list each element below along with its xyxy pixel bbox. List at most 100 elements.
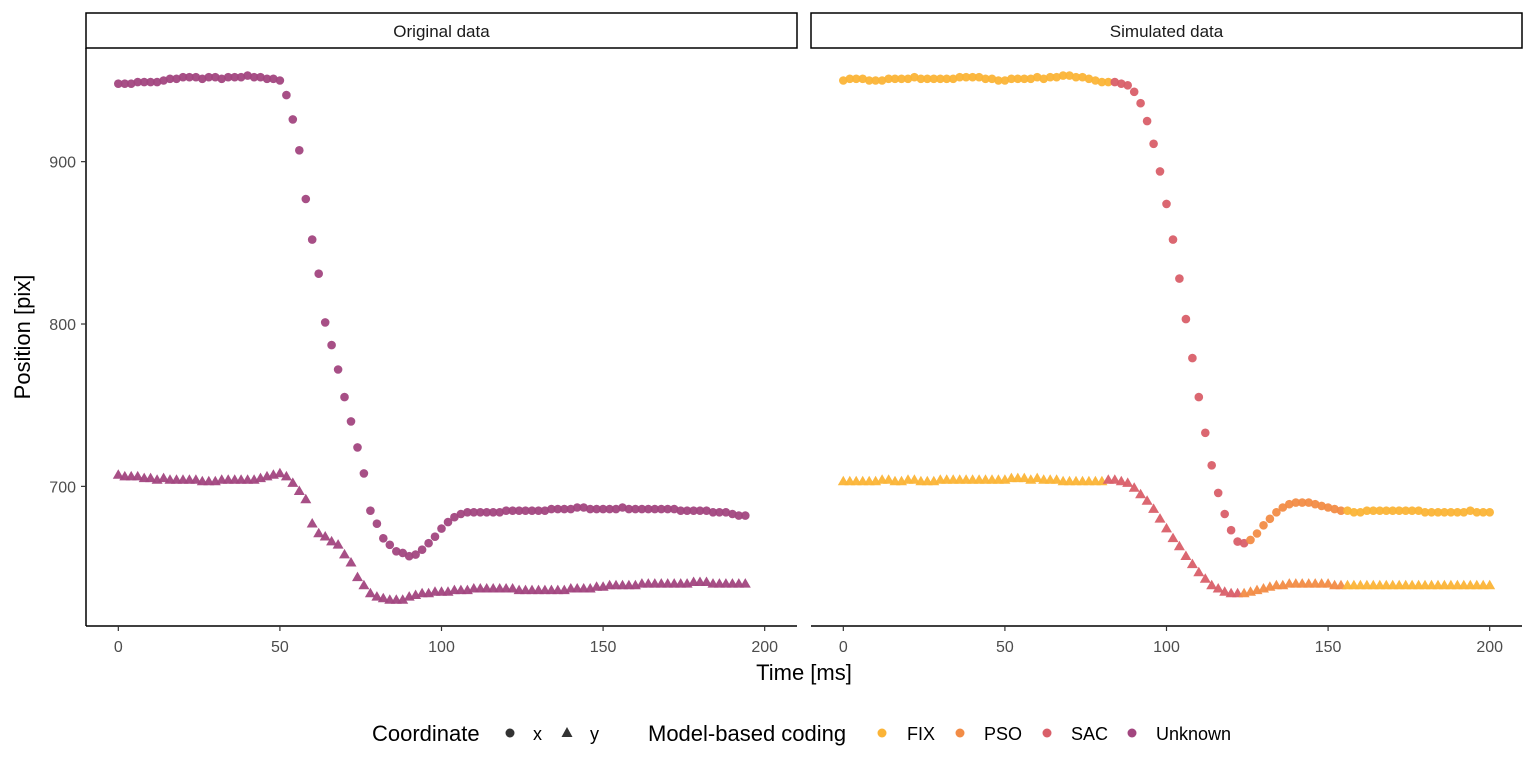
- data-point-x-sac: [1136, 98, 1145, 108]
- data-point-x-sac: [1181, 314, 1191, 324]
- data-point-x-unknown: [262, 74, 272, 84]
- data-point-x-fix: [1084, 74, 1094, 84]
- legend-label-unknown: Unknown: [1156, 724, 1231, 744]
- data-point-x-pso: [1285, 499, 1294, 509]
- data-point-x-unknown: [741, 511, 750, 520]
- data-point-y-sac: [1199, 573, 1211, 583]
- data-point-x-fix: [1433, 508, 1443, 517]
- data-point-y-unknown: [364, 587, 376, 598]
- data-point-x-fix: [851, 74, 861, 84]
- data-point-y-fix: [1484, 579, 1496, 590]
- data-point-y-unknown: [345, 557, 357, 567]
- data-point-x-unknown: [689, 506, 698, 515]
- data-point-x-fix: [1420, 508, 1430, 517]
- legend-label-fix: FIX: [907, 724, 935, 744]
- legend-label-x: x: [533, 724, 542, 744]
- legend-key-pso: [955, 728, 965, 738]
- data-point-x-unknown: [637, 504, 647, 514]
- data-point-x-fix: [994, 76, 1003, 85]
- data-point-y-unknown: [280, 470, 292, 481]
- data-point-x-pso: [1317, 501, 1326, 511]
- x-tick-label: 0: [839, 639, 848, 656]
- data-point-x-unknown: [243, 71, 252, 80]
- data-point-y-unknown: [112, 469, 124, 479]
- data-point-x-fix: [1349, 508, 1359, 517]
- data-point-x-unknown: [702, 506, 711, 515]
- data-point-x-unknown: [178, 72, 188, 82]
- data-point-x-sac: [1188, 353, 1197, 363]
- data-point-y-unknown: [371, 591, 383, 601]
- data-point-y-sac: [1122, 477, 1134, 487]
- data-point-x-pso: [1265, 514, 1275, 524]
- data-point-y-sac: [1161, 522, 1172, 533]
- data-point-x-unknown: [605, 504, 614, 514]
- data-point-x-unknown: [398, 548, 408, 558]
- data-point-x-unknown: [133, 77, 142, 87]
- data-point-x-unknown: [120, 79, 130, 88]
- data-point-x-unknown: [236, 72, 246, 82]
- data-point-x-unknown: [282, 90, 291, 100]
- marks-original: [112, 71, 751, 604]
- data-point-x-unknown: [307, 235, 317, 244]
- legend-title-coordinate: Coordinate: [372, 721, 480, 746]
- data-point-x-pso: [1336, 506, 1346, 515]
- data-point-x-unknown: [385, 540, 395, 550]
- data-point-x-fix: [1058, 71, 1068, 80]
- data-point-x-fix: [1000, 76, 1010, 85]
- data-point-x-unknown: [572, 503, 582, 512]
- data-point-x-pso: [1297, 498, 1307, 507]
- data-point-x-fix: [1104, 77, 1113, 87]
- data-point-x-unknown: [682, 506, 692, 515]
- data-point-x-pso: [1278, 503, 1288, 512]
- data-point-x-fix: [968, 72, 977, 82]
- x-ticks-simulated: 0 50 100 150 200: [839, 626, 1503, 656]
- data-point-x-unknown: [327, 340, 336, 350]
- data-point-x-fix: [1071, 72, 1081, 82]
- data-point-x-unknown: [359, 469, 369, 478]
- data-point-y-sac: [1167, 532, 1179, 543]
- data-point-x-fix: [910, 72, 919, 82]
- y-tick-label: 800: [49, 317, 76, 334]
- data-point-y-unknown: [326, 535, 338, 546]
- data-point-x-fix: [1485, 508, 1494, 517]
- data-point-x-fix: [884, 74, 893, 84]
- data-point-x-unknown: [450, 512, 459, 522]
- data-point-x-unknown: [669, 504, 679, 514]
- data-point-x-fix: [923, 74, 932, 84]
- x-tick-label: 200: [1476, 639, 1503, 656]
- marks-simulated: [837, 71, 1496, 598]
- data-point-x-sac: [1168, 235, 1178, 244]
- data-point-x-sac: [1207, 461, 1216, 470]
- data-point-x-sac: [1110, 77, 1120, 87]
- data-point-x-unknown: [514, 506, 524, 515]
- data-point-x-pso: [1259, 521, 1268, 530]
- data-point-x-sac: [1226, 525, 1236, 535]
- legend-label-sac: SAC: [1071, 724, 1108, 744]
- x-tick-label: 100: [1153, 639, 1180, 656]
- data-point-y-unknown: [358, 579, 370, 590]
- data-point-x-unknown: [676, 506, 685, 515]
- x-tick-label: 150: [590, 639, 617, 656]
- data-point-x-unknown: [417, 545, 427, 554]
- data-point-x-unknown: [333, 365, 343, 374]
- data-point-x-unknown: [230, 72, 239, 82]
- data-point-x-sac: [1162, 199, 1171, 209]
- data-point-x-pso: [1291, 498, 1301, 507]
- data-point-x-fix: [1362, 506, 1372, 515]
- data-point-x-fix: [1466, 506, 1475, 515]
- data-point-x-fix: [871, 76, 880, 85]
- data-point-x-fix: [1394, 506, 1404, 515]
- data-point-y-unknown: [319, 531, 331, 541]
- data-point-x-fix: [916, 74, 926, 84]
- data-point-x-unknown: [650, 504, 660, 514]
- data-point-x-unknown: [346, 417, 356, 426]
- data-point-x-unknown: [275, 76, 285, 85]
- x-tick-label: 0: [114, 639, 123, 656]
- data-point-y-pso: [1322, 578, 1334, 588]
- data-point-y-sac: [1193, 566, 1205, 577]
- data-point-x-sac: [1175, 274, 1184, 283]
- data-point-x-unknown: [126, 79, 136, 88]
- data-point-x-fix: [1427, 508, 1436, 517]
- data-point-y-unknown: [377, 592, 389, 603]
- data-point-x-unknown: [114, 79, 123, 88]
